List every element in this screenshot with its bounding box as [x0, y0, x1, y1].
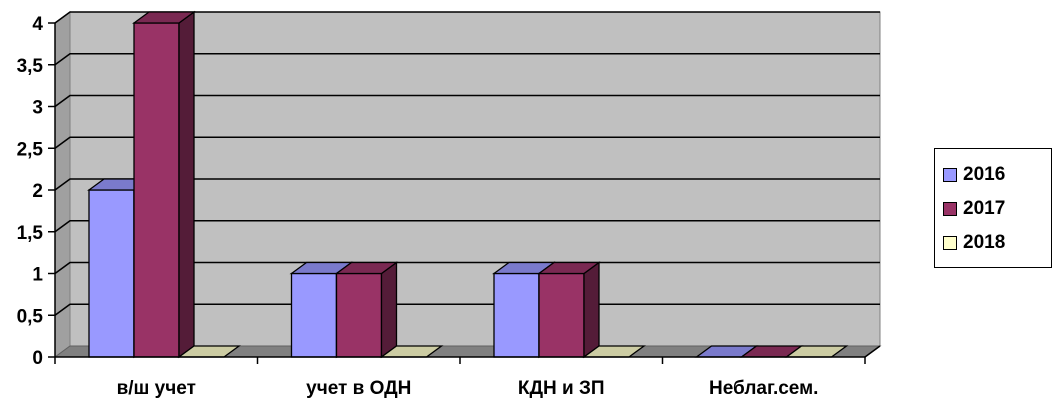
legend-swatch-2016 — [943, 168, 957, 182]
gridline — [54, 303, 880, 316]
bar-2017-0-top — [132, 11, 196, 24]
x-axis-depth — [864, 345, 881, 358]
gridline — [54, 11, 880, 24]
gridline — [54, 261, 880, 275]
gridline — [54, 219, 880, 233]
bar-2016-0-front — [88, 189, 135, 358]
bar-2017-0-side — [178, 10, 195, 359]
bar-2017-1 — [334, 261, 399, 359]
legend-label-2016: 2016 — [963, 164, 1006, 185]
bar-2017-1-side — [380, 261, 398, 359]
y-tick-label: 3,5 — [17, 56, 44, 77]
y-tick-label: 2,5 — [17, 139, 44, 160]
y-tick-label: 0 — [32, 348, 43, 369]
bar-2017-1-front — [335, 272, 383, 358]
legend-label-2017: 2017 — [963, 198, 1006, 219]
bar-2017-0 — [132, 10, 196, 359]
y-tick-label: 4 — [32, 14, 43, 35]
bar-2017-0-front — [133, 22, 180, 358]
bar-2017-2-side — [583, 261, 600, 359]
x-tick-label: в/ш учет — [117, 378, 196, 399]
x-tick-label: Неблаг.сем. — [709, 378, 818, 399]
y-tick-label: 0,5 — [17, 306, 44, 327]
legend: 2016 2017 2018 — [934, 148, 1052, 268]
legend-swatch-2017 — [943, 202, 957, 216]
y-tick-label: 2 — [32, 181, 43, 202]
gridline — [54, 94, 880, 108]
y-tick-label: 1 — [32, 265, 43, 286]
x-tick-label: КДН и ЗП — [518, 378, 605, 399]
gridline — [54, 178, 880, 191]
bar-2017-2-top — [537, 261, 601, 275]
y-tick-label: 1,5 — [17, 223, 44, 244]
gridline — [54, 52, 880, 66]
legend-label-2018: 2018 — [963, 232, 1006, 253]
bar-2017-2-front — [538, 272, 585, 358]
bar-2016-2-front — [493, 272, 540, 358]
legend-swatch-2018 — [943, 236, 957, 250]
bar-2017-2 — [537, 261, 601, 359]
y-tick-label: 3 — [32, 98, 43, 119]
gridline — [54, 136, 880, 149]
legend-item-2017: 2017 — [943, 197, 1005, 221]
bar-2016-1-front — [290, 272, 338, 358]
x-tick-label: учет в ОДН — [306, 378, 411, 399]
legend-item-2018: 2018 — [943, 231, 1005, 255]
bar-2017-1-top — [334, 261, 399, 275]
legend-item-2016: 2016 — [943, 163, 1005, 187]
